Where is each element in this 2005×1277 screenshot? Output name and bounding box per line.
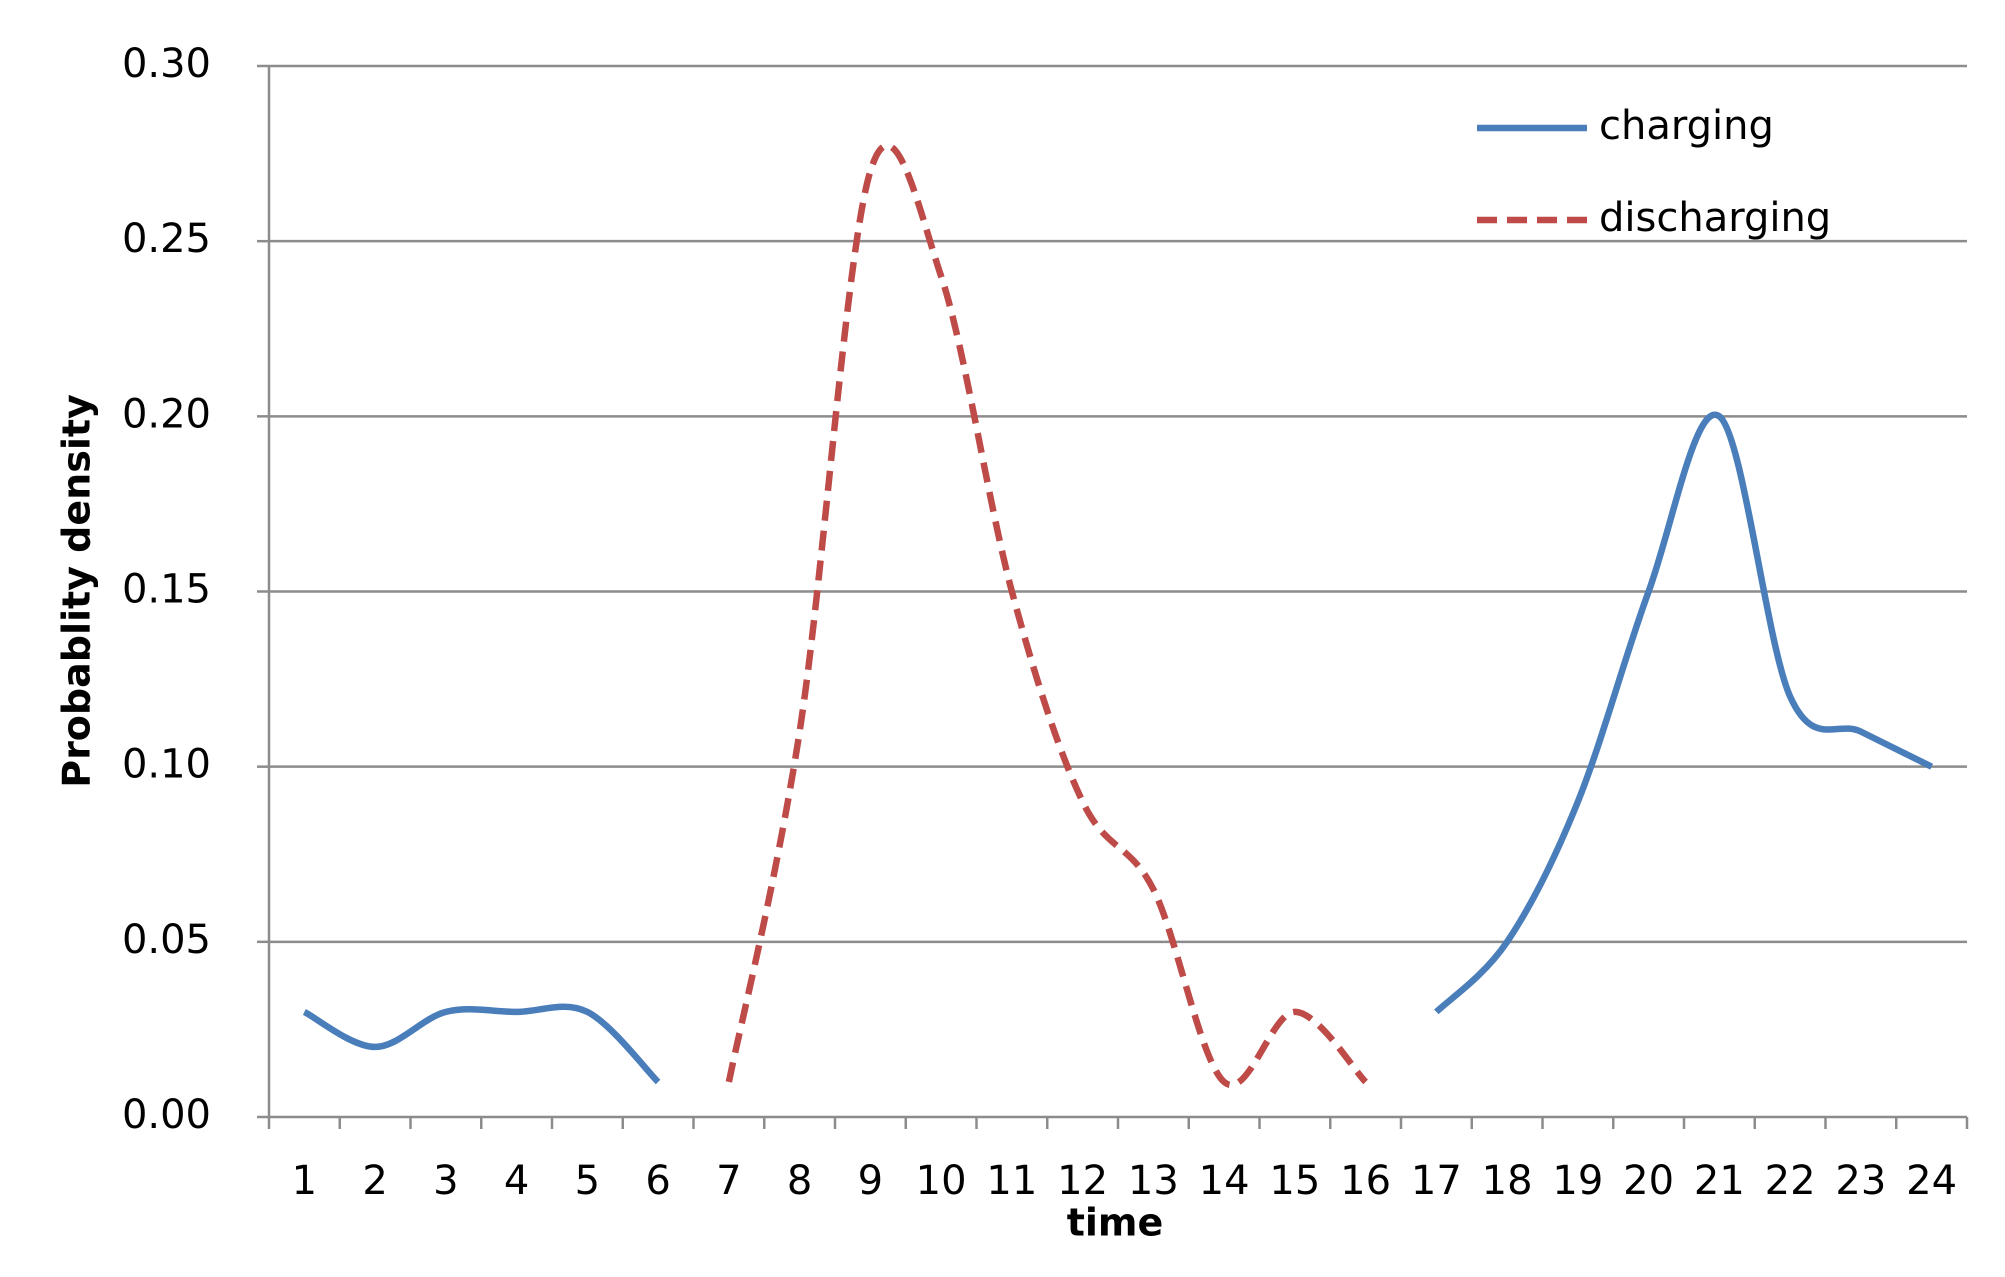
x-axis-title: time bbox=[1067, 1201, 1164, 1245]
x-tick-label: 20 bbox=[1623, 1158, 1674, 1204]
x-tick-label: 23 bbox=[1835, 1158, 1886, 1204]
x-tick-label: 24 bbox=[1906, 1158, 1957, 1204]
y-tick-label: 0.20 bbox=[122, 391, 211, 437]
x-tick-label: 16 bbox=[1340, 1158, 1391, 1204]
x-tick-label: 4 bbox=[504, 1158, 529, 1204]
x-tick-label: 15 bbox=[1269, 1158, 1320, 1204]
x-tick-label: 22 bbox=[1765, 1158, 1816, 1204]
y-tick-label: 0.15 bbox=[122, 567, 211, 613]
x-tick-label: 14 bbox=[1199, 1158, 1250, 1204]
x-tick-label: 10 bbox=[916, 1158, 967, 1204]
x-tick-label: 11 bbox=[986, 1158, 1037, 1204]
x-tick-label: 18 bbox=[1482, 1158, 1533, 1204]
legend-label: charging bbox=[1599, 103, 1774, 149]
data-line bbox=[725, 142, 1369, 1089]
x-tick-label: 7 bbox=[716, 1158, 741, 1204]
legend-label: discharging bbox=[1599, 195, 1831, 241]
x-tick-label: 3 bbox=[433, 1158, 458, 1204]
y-tick-label: 0.25 bbox=[122, 216, 211, 262]
y-tick-label: 0.05 bbox=[122, 917, 211, 963]
x-tick-label: 2 bbox=[362, 1158, 387, 1204]
x-tick-label: 13 bbox=[1128, 1158, 1179, 1204]
y-tick-label: 0.30 bbox=[122, 41, 211, 87]
y-tick-label: 0.00 bbox=[122, 1092, 211, 1138]
x-tick-label: 5 bbox=[575, 1158, 600, 1204]
x-tick-label: 21 bbox=[1694, 1158, 1745, 1204]
x-tick-label: 17 bbox=[1411, 1158, 1462, 1204]
y-axis-title: Probablity density bbox=[55, 394, 99, 788]
y-tick-label: 0.10 bbox=[122, 742, 211, 788]
x-tick-label: 9 bbox=[858, 1158, 883, 1204]
x-tick-label: 19 bbox=[1552, 1158, 1603, 1204]
x-tick-label: 12 bbox=[1057, 1158, 1108, 1204]
x-tick-label: 1 bbox=[292, 1158, 317, 1204]
x-tick-label: 6 bbox=[645, 1158, 670, 1204]
x-tick-label: 8 bbox=[787, 1158, 812, 1204]
data-line bbox=[302, 411, 1934, 1085]
